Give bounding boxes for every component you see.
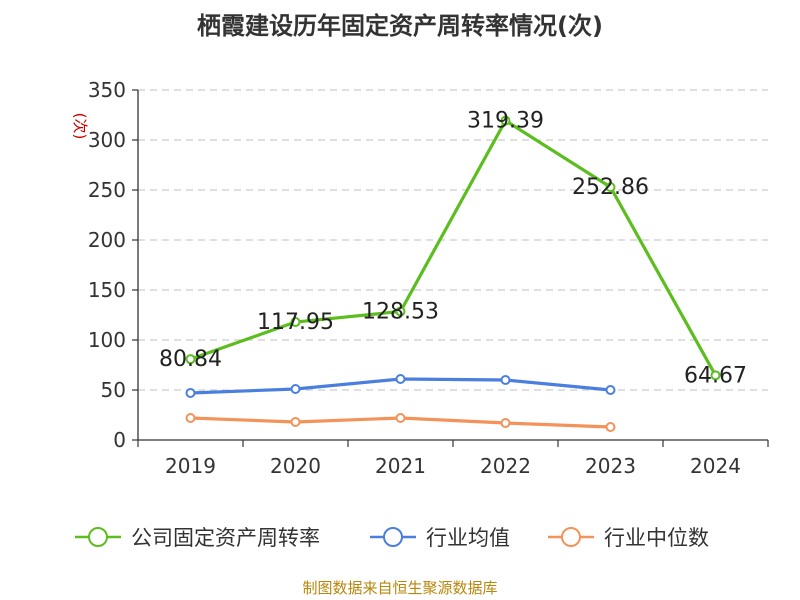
data-label: 64.67 — [684, 363, 747, 388]
legend: 公司固定资产周转率 行业均值 行业中位数 — [75, 526, 709, 550]
data-point — [605, 182, 616, 193]
axes: 0 50 100 150 200 250 300 350 2019 2020 2021 2022 202… — [88, 78, 769, 478]
legend-label: 公司固定资产周转率 — [131, 526, 320, 550]
data-label: 319.39 — [467, 109, 544, 134]
data-point — [500, 115, 511, 126]
y-tick-label: 300 — [88, 128, 126, 152]
data-labels: 80.84 117.95 128.53 319.39 252.86 64.67 — [159, 109, 747, 389]
data-point — [605, 385, 616, 395]
data-label: 128.53 — [362, 299, 439, 324]
chart-title: 栖霞建设历年固定资产周转率情况(次) — [197, 12, 603, 40]
legend-marker — [383, 527, 403, 547]
x-tick-label: 2022 — [480, 454, 531, 478]
data-label: 80.84 — [159, 347, 222, 372]
y-tick-label: 350 — [88, 78, 126, 102]
data-point — [290, 384, 301, 394]
data-point — [290, 317, 301, 328]
grid-lines — [138, 89, 768, 391]
y-tick-label: 100 — [88, 328, 126, 352]
series-lines — [185, 115, 721, 432]
data-point — [185, 413, 196, 423]
y-tick-label: 250 — [88, 178, 126, 202]
data-point — [605, 422, 616, 432]
data-point — [500, 418, 511, 428]
y-axis-unit-label: (次) — [71, 113, 89, 140]
legend-marker — [561, 527, 581, 547]
data-point — [290, 417, 301, 427]
y-tick-label: 0 — [113, 428, 126, 452]
data-point — [185, 354, 196, 365]
x-tick-label: 2019 — [165, 454, 216, 478]
data-point — [710, 370, 721, 381]
legend-marker — [88, 527, 108, 547]
data-point — [395, 306, 406, 317]
series-line-0 — [189, 119, 717, 377]
data-point — [395, 374, 406, 384]
data-point — [395, 413, 406, 423]
legend-label: 行业中位数 — [604, 526, 709, 550]
y-tick-label: 50 — [101, 378, 126, 402]
data-point — [500, 375, 511, 385]
x-tick-label: 2020 — [270, 454, 321, 478]
data-label: 252.86 — [572, 175, 649, 200]
data-point — [185, 388, 196, 398]
y-tick-label: 150 — [88, 278, 126, 302]
x-tick-label: 2024 — [690, 454, 741, 478]
x-tick-label: 2021 — [375, 454, 426, 478]
source-note: 制图数据来自恒生聚源数据库 — [302, 579, 497, 597]
y-tick-label: 200 — [88, 228, 126, 252]
legend-label: 行业均值 — [426, 526, 510, 550]
x-tick-label: 2023 — [585, 454, 636, 478]
data-label: 117.95 — [257, 310, 334, 335]
